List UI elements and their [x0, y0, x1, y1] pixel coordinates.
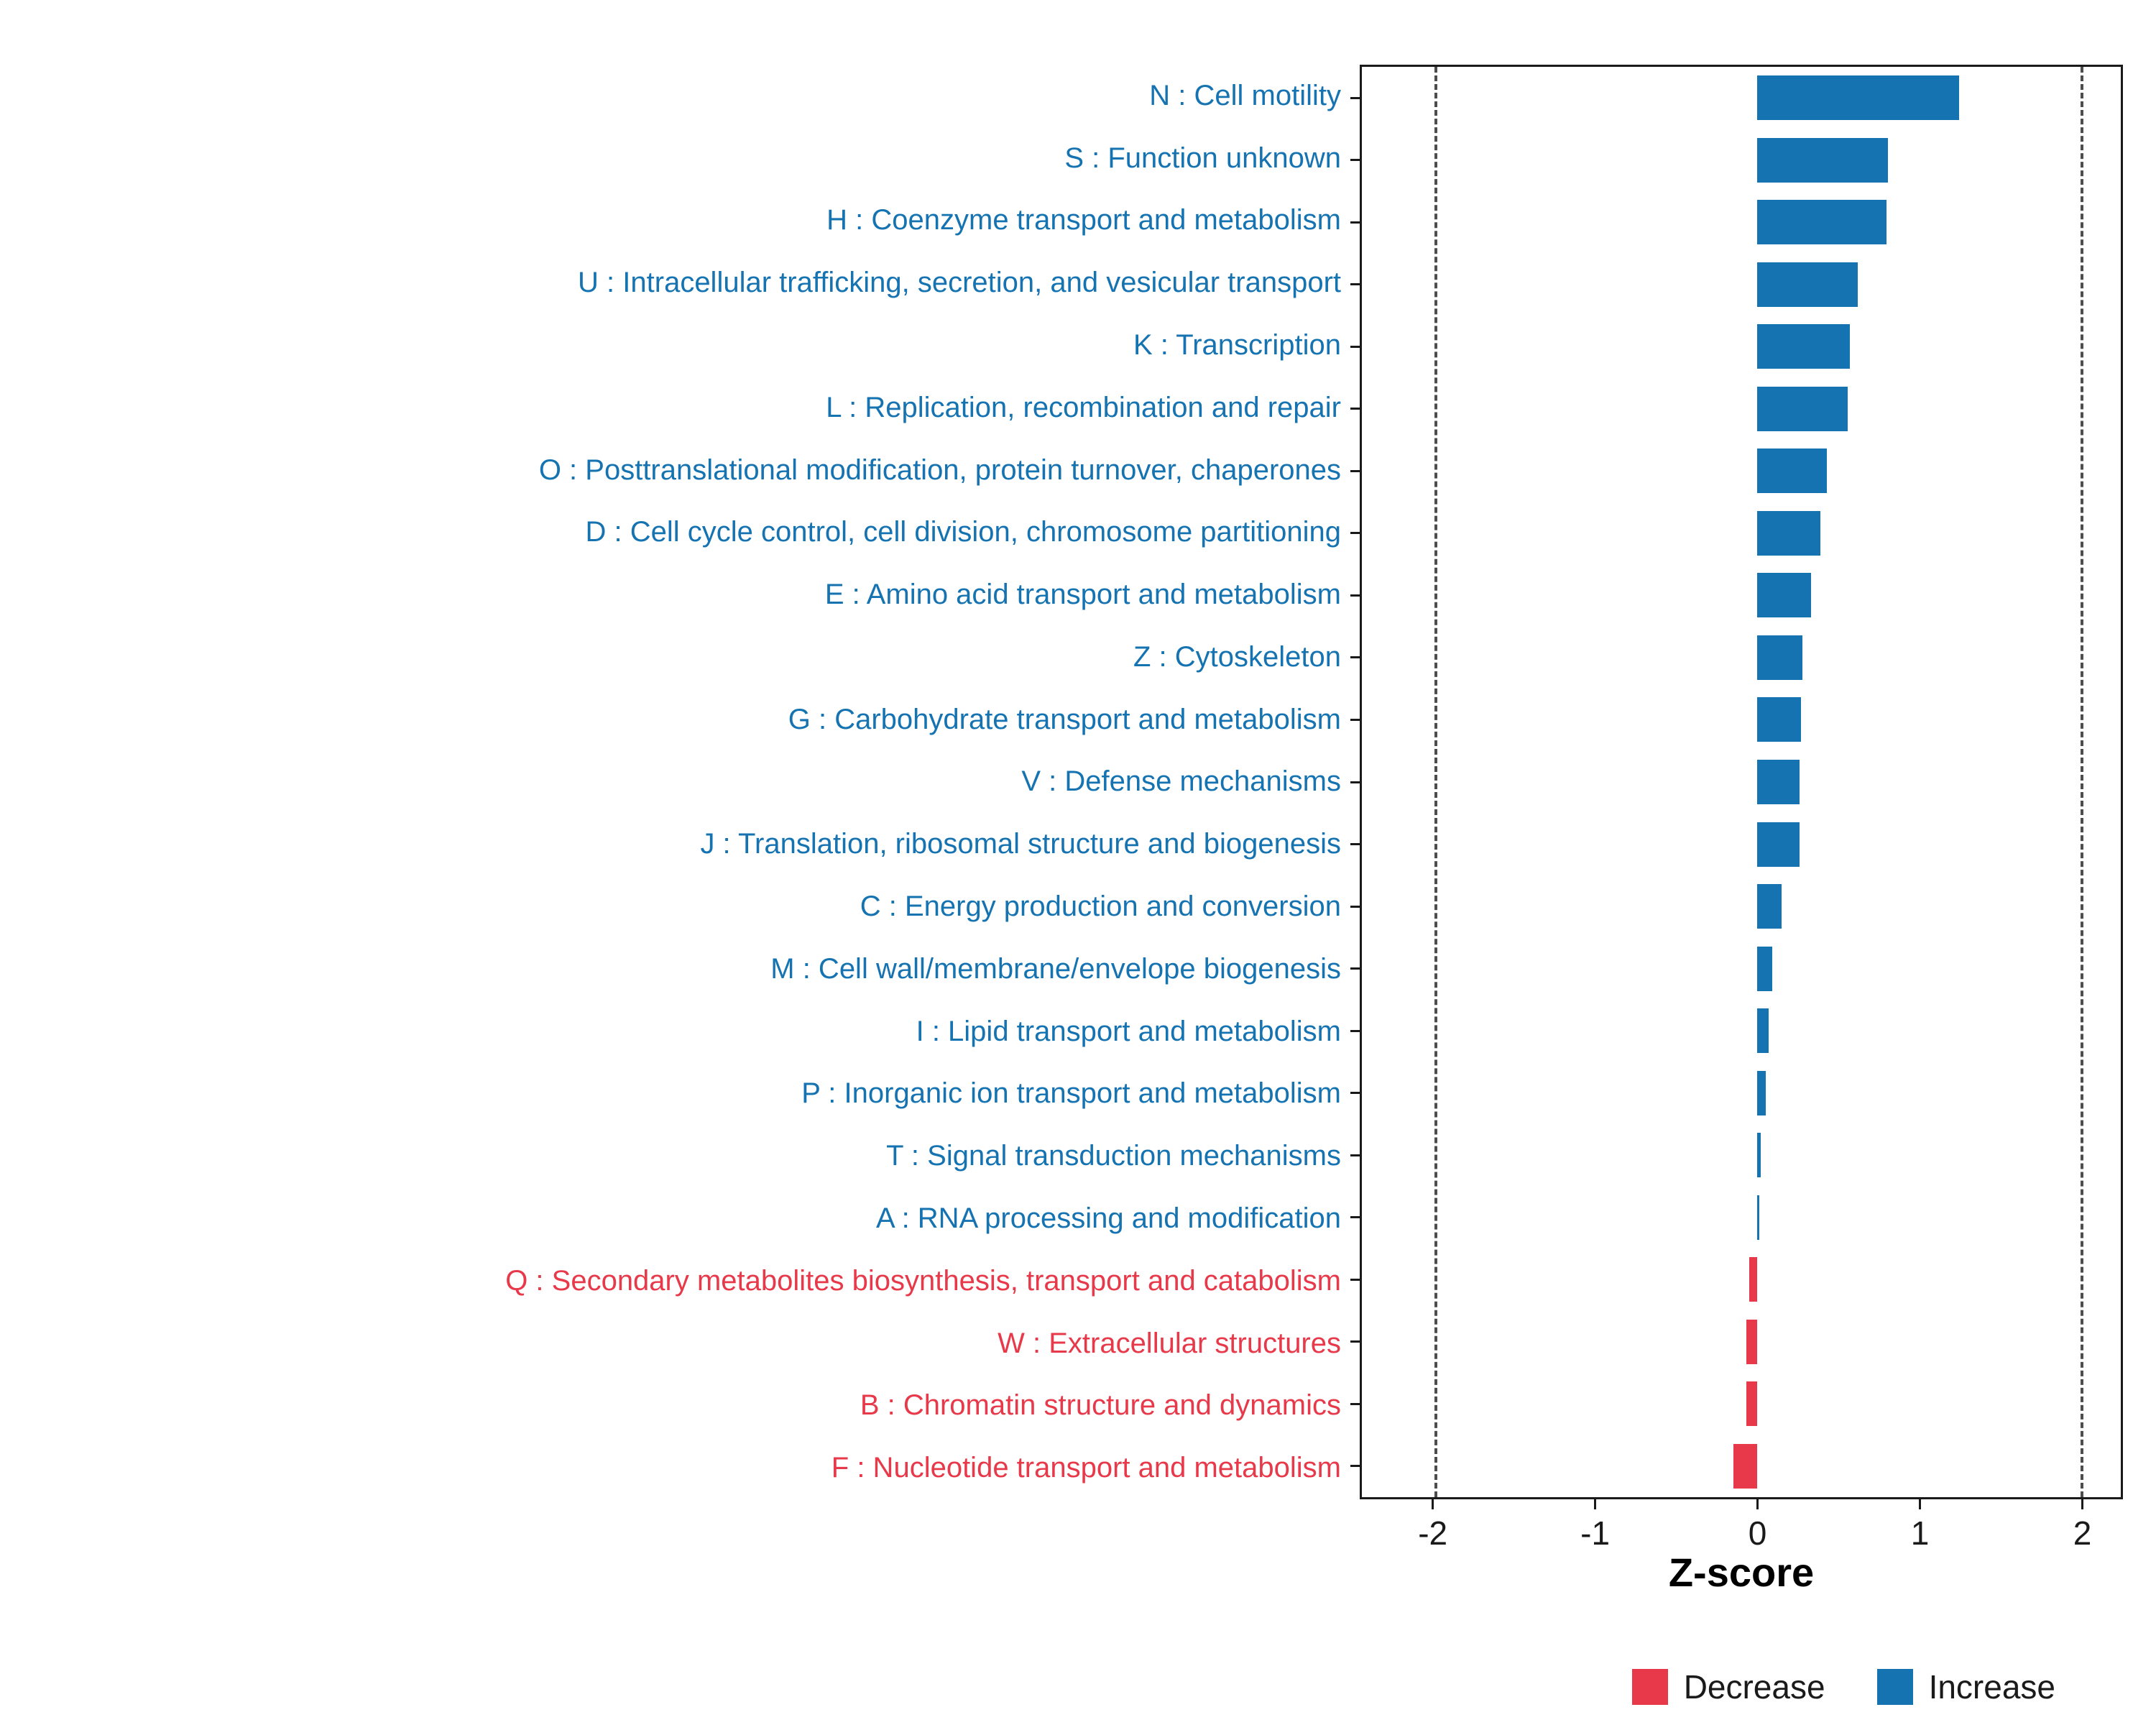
y-axis-tick	[1350, 1465, 1362, 1468]
y-axis-label: C : Energy production and conversion	[860, 891, 1341, 923]
x-axis-tick	[1919, 1499, 1922, 1509]
bar	[1757, 822, 1800, 867]
y-axis-label: M : Cell wall/membrane/envelope biogenes…	[770, 952, 1341, 985]
legend-item-increase: Increase	[1876, 1668, 2055, 1706]
bar	[1757, 324, 1850, 369]
x-axis-tick-label: 1	[1910, 1514, 1930, 1552]
x-axis-tick-label: -2	[1418, 1514, 1448, 1552]
y-axis-label: S : Function unknown	[1064, 142, 1341, 174]
y-axis-tick	[1350, 594, 1362, 597]
y-axis-label: F : Nucleotide transport and metabolism	[831, 1452, 1341, 1484]
x-axis-tick	[1756, 1499, 1759, 1509]
legend-swatch-decrease	[1631, 1669, 1668, 1705]
reference-line	[1434, 67, 1438, 1497]
bar	[1757, 1133, 1761, 1178]
y-axis-tick	[1350, 1216, 1362, 1219]
y-axis-tick	[1350, 96, 1362, 99]
bar	[1757, 697, 1802, 742]
y-axis-label: O : Posttranslational modification, prot…	[538, 454, 1341, 486]
legend: Decrease Increase	[1631, 1668, 2055, 1706]
y-axis-tick	[1350, 781, 1362, 783]
y-axis-label: G : Carbohydrate transport and metabolis…	[788, 703, 1341, 735]
x-axis-title: Z-score	[1668, 1550, 1815, 1595]
legend-item-decrease: Decrease	[1631, 1668, 1825, 1706]
bar	[1733, 1443, 1758, 1489]
legend-label-decrease: Decrease	[1683, 1668, 1825, 1706]
y-axis-label: I : Lipid transport and metabolism	[916, 1015, 1341, 1047]
bar	[1757, 510, 1821, 556]
bar	[1757, 1070, 1766, 1116]
y-axis-label: D : Cell cycle control, cell division, c…	[585, 516, 1341, 548]
y-axis-label: U : Intracellular trafficking, secretion…	[578, 267, 1341, 299]
y-axis-label: E : Amino acid transport and metabolism	[824, 579, 1341, 611]
y-axis-tick	[1350, 1029, 1362, 1032]
bar	[1757, 946, 1772, 991]
y-axis-tick	[1350, 1402, 1362, 1405]
y-axis-label: L : Replication, recombination and repai…	[826, 391, 1341, 423]
legend-label-increase: Increase	[1928, 1668, 2055, 1706]
y-axis-tick	[1350, 656, 1362, 659]
y-axis-label: N : Cell motility	[1149, 79, 1341, 111]
bar	[1757, 75, 1960, 121]
y-axis-label: B : Chromatin structure and dynamics	[860, 1389, 1341, 1422]
bar	[1757, 1195, 1759, 1240]
y-axis-tick	[1350, 718, 1362, 721]
reference-line	[2080, 67, 2083, 1497]
y-axis-labels: N : Cell motility S : Function unknown H :…	[14, 65, 1341, 1499]
y-axis-tick	[1350, 408, 1362, 410]
x-axis-tick	[1594, 1499, 1597, 1509]
y-axis-tick	[1350, 905, 1362, 908]
y-axis-label: J : Translation, ribosomal structure and…	[700, 828, 1341, 860]
x-axis-tick-label: 0	[1748, 1514, 1767, 1552]
y-axis-tick	[1350, 1092, 1362, 1095]
bar	[1757, 386, 1848, 431]
plot-area	[1350, 67, 2121, 1497]
x-axis-tick	[1432, 1499, 1434, 1509]
y-axis-tick	[1350, 345, 1362, 348]
y-axis-tick	[1350, 843, 1362, 846]
y-axis-tick	[1350, 283, 1362, 286]
x-axis-tick-label: 2	[2073, 1514, 2092, 1552]
plot-panel	[1350, 65, 2123, 1499]
bar	[1746, 1381, 1758, 1427]
legend-swatch-increase	[1876, 1669, 1913, 1705]
y-axis-tick	[1350, 1340, 1362, 1343]
y-axis-tick	[1350, 159, 1362, 162]
y-axis-label: A : RNA processing and modification	[875, 1202, 1341, 1234]
y-axis-tick	[1350, 1154, 1362, 1156]
y-axis-label: H : Coenzyme transport and metabolism	[826, 204, 1341, 236]
y-axis-label: Q : Secondary metabolites biosynthesis, …	[505, 1264, 1341, 1297]
bar	[1757, 1008, 1769, 1054]
x-axis-tick-label: -1	[1580, 1514, 1611, 1552]
bar	[1757, 448, 1828, 494]
bar	[1757, 573, 1811, 618]
y-axis-label: P : Inorganic ion transport and metaboli…	[801, 1077, 1341, 1110]
y-axis-tick	[1350, 967, 1362, 970]
y-axis-label: W : Extracellular structures	[998, 1327, 1341, 1359]
bar	[1757, 884, 1782, 929]
y-axis-tick	[1350, 221, 1362, 224]
bar	[1757, 200, 1887, 245]
bar	[1757, 760, 1800, 804]
bar	[1757, 262, 1858, 307]
y-axis-label: T : Signal transduction mechanisms	[886, 1140, 1341, 1172]
y-axis-label: V : Defense mechanisms	[1021, 765, 1341, 798]
bar	[1757, 635, 1803, 680]
y-axis-label: K : Transcription	[1133, 329, 1341, 362]
bar	[1746, 1319, 1758, 1364]
y-axis-tick	[1350, 469, 1362, 472]
x-axis-tick	[2081, 1499, 2083, 1509]
x-axis: -2 -1 0 1 2	[1360, 1499, 2123, 1564]
y-axis-tick	[1350, 1278, 1362, 1281]
bar	[1757, 137, 1889, 183]
y-axis-label: Z : Cytoskeleton	[1133, 640, 1341, 673]
y-axis-tick	[1350, 532, 1362, 535]
bar	[1749, 1257, 1758, 1302]
